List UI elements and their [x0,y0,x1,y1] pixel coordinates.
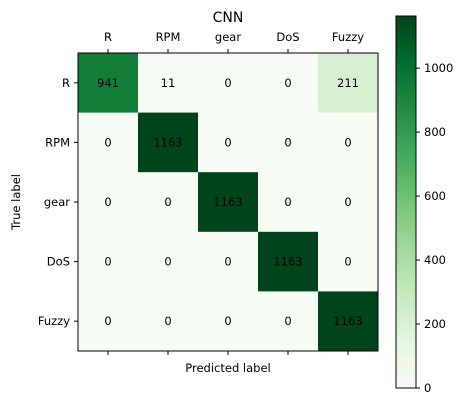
heatmap-cell [78,291,139,352]
heatmap-cell-labels: 941 11 0 0 211 0 1163 0 0 0 0 0 1163 0 0 0 0 0 1163 0 0 0 0 0 11… [97,76,363,328]
cell-value-label: 0 [284,76,291,90]
cell-value-label: 0 [344,255,351,269]
cell-value-label: 0 [164,255,171,269]
cell-value-label: 1163 [333,314,362,328]
colorbar [395,15,417,389]
cell-value-label: 0 [104,255,111,269]
heatmap-cell [78,53,139,114]
y-tick-label: Fuzzy [38,314,70,328]
x-tick-label: R [104,30,112,44]
x-axis-ticks: R RPM gear DoS Fuzzy [104,30,364,355]
y-tick-label: R [62,76,70,90]
cell-value-label: 941 [97,76,119,90]
heatmap-cell [138,53,199,114]
colorbar-tick-label: 0 [424,381,431,395]
cell-value-label: 11 [161,76,176,90]
heatmap-cell [138,112,199,173]
cell-value-label: 1163 [213,195,242,209]
y-tick-label: DoS [47,255,70,269]
heatmap-cell [258,53,319,114]
heatmap-cell [78,172,139,233]
heatmap-cell [198,291,259,352]
cell-value-label: 0 [284,314,291,328]
colorbar-tick-label: 400 [424,253,446,267]
heatmap-cell [138,172,199,233]
cell-value-label: 0 [284,195,291,209]
heatmap-cell [138,231,199,292]
heatmap-cell [258,231,319,292]
heatmap-cell [318,112,379,173]
x-axis-label: Predicted label [185,361,270,375]
cell-value-label: 0 [224,135,231,149]
heatmap-cell [138,291,199,352]
y-tick-label: gear [44,195,70,209]
cell-value-label: 0 [104,195,111,209]
cell-value-label: 0 [284,135,291,149]
cell-value-label: 0 [344,195,351,209]
heatmap-cell [318,231,379,292]
heatmap-cell [258,291,319,352]
heatmap-cell [78,112,139,173]
cell-value-label: 0 [224,314,231,328]
heatmap-cell [318,53,379,114]
heatmap-cell [198,231,259,292]
colorbar-tick-label: 200 [424,317,446,331]
cell-value-label: 0 [224,76,231,90]
cell-value-label: 0 [164,195,171,209]
heatmap-cell [198,172,259,233]
heatmap-cell [78,231,139,292]
cell-value-label: 0 [224,255,231,269]
cell-value-label: 0 [104,314,111,328]
x-tick-label: DoS [276,30,299,44]
heatmap-cell [198,112,259,173]
x-tick-label: RPM [156,30,181,44]
colorbar-tick-label: 600 [424,189,446,203]
heatmap-cell [318,172,379,233]
heatmap-cell [198,53,259,114]
cell-value-label: 0 [164,314,171,328]
y-axis-label: True label [9,174,23,231]
heatmap-cells [78,53,379,352]
y-axis-ticks: R RPM gear DoS Fuzzy [38,76,78,328]
heatmap-cell [258,112,319,173]
cell-value-label: 0 [104,135,111,149]
heatmap-cell [258,172,319,233]
chart-title: CNN [213,10,244,26]
colorbar-ticks: 0 200 400 600 800 1000 [416,61,453,395]
cell-value-label: 1163 [273,255,302,269]
colorbar-tick-label: 1000 [424,61,453,75]
cell-value-label: 0 [344,135,351,149]
colorbar-tick-label: 800 [424,125,446,139]
cell-value-label: 1163 [153,135,182,149]
x-tick-label: gear [215,30,241,44]
heatmap-cell [318,291,379,352]
y-tick-label: RPM [45,135,70,149]
cell-value-label: 211 [337,76,359,90]
x-tick-label: Fuzzy [332,30,364,44]
